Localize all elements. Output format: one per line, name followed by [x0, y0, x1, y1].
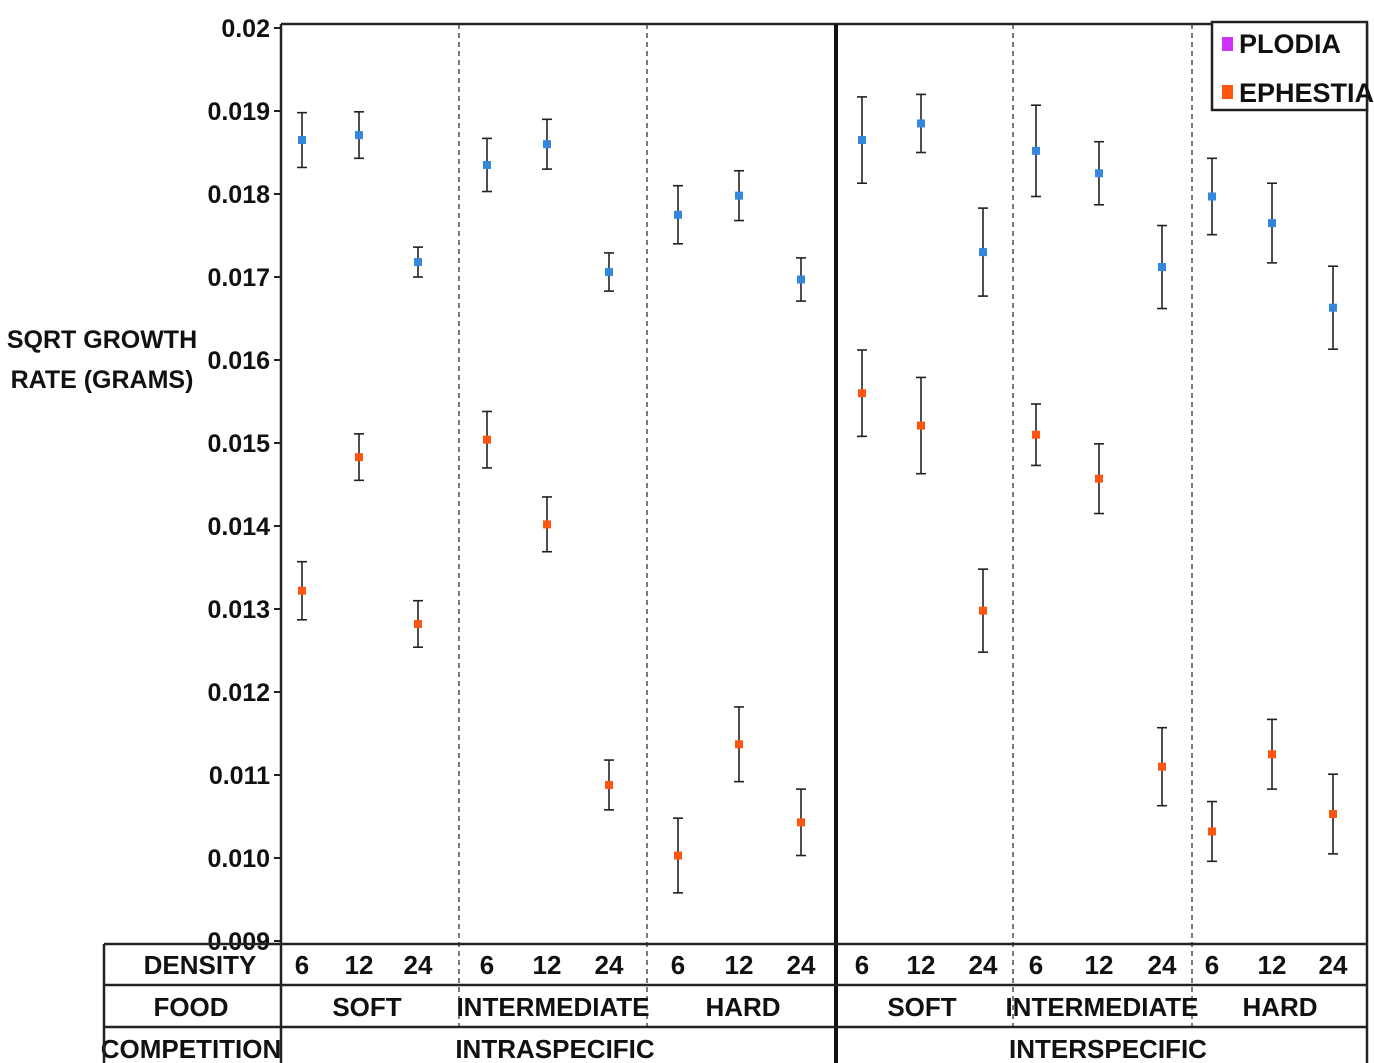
data-point: [543, 520, 551, 529]
density-label: 24: [404, 950, 433, 980]
density-label: 12: [345, 950, 374, 980]
data-point: [674, 210, 682, 219]
row-label-competition: COMPETITION: [101, 1034, 282, 1063]
data-point: [298, 136, 306, 145]
food-label: SOFT: [887, 992, 956, 1022]
data-point: [1329, 303, 1337, 312]
legend-swatch-ephestia: [1222, 85, 1233, 99]
density-label: 24: [1319, 950, 1348, 980]
legend-label-plodia: PLODIA: [1239, 29, 1341, 59]
y-axis-label: SQRT GROWTH RATE (GRAMS): [7, 326, 197, 394]
y-axis-label-line-1: SQRT GROWTH: [7, 326, 197, 354]
density-label: 6: [671, 950, 685, 980]
series-layer: [297, 93, 1338, 894]
data-point: [674, 851, 682, 860]
density-label: 6: [1029, 950, 1043, 980]
data-point: [1158, 762, 1166, 771]
data-point: [1158, 263, 1166, 272]
row-label-density: DENSITY: [144, 950, 257, 980]
data-point: [1095, 474, 1103, 483]
data-point: [979, 248, 987, 257]
food-label: HARD: [1242, 992, 1317, 1022]
data-point: [1032, 146, 1040, 155]
data-point: [414, 258, 422, 267]
density-label: 6: [295, 950, 309, 980]
panel-lines: [281, 22, 1369, 1063]
data-point: [605, 780, 613, 789]
data-point: [797, 275, 805, 284]
density-label: 12: [1085, 950, 1114, 980]
data-point: [543, 140, 551, 149]
data-point: [483, 160, 491, 169]
density-label: 6: [855, 950, 869, 980]
density-label: 24: [1148, 950, 1177, 980]
series-plodia: [297, 93, 1338, 351]
data-point: [605, 268, 613, 277]
y-tick-label: 0.011: [209, 762, 270, 790]
y-tick-label: 0.010: [207, 845, 270, 873]
row-label-food: FOOD: [153, 992, 228, 1022]
competition-label: INTERSPECIFIC: [1009, 1034, 1207, 1063]
density-label: 12: [1258, 950, 1287, 980]
data-point: [858, 389, 866, 398]
density-label: 24: [595, 950, 624, 980]
density-label: 6: [480, 950, 494, 980]
data-point: [979, 606, 987, 615]
legend-label-ephestia: EPHESTIA: [1239, 78, 1374, 108]
y-tick-label: 0.016: [207, 347, 270, 375]
data-point: [355, 453, 363, 462]
data-point: [1095, 169, 1103, 178]
y-tick-label: 0.012: [207, 679, 270, 707]
legend: PLODIA EPHESTIA: [1210, 20, 1374, 112]
food-label: INTERMEDIATE: [1005, 992, 1198, 1022]
y-tick-label: 0.013: [207, 596, 270, 624]
category-table: DENSITY FOOD COMPETITION 6 12 24 6 12 24 6 12 24…: [101, 942, 1369, 1063]
data-point: [917, 119, 925, 128]
y-axis: 0.02 0.019 0.018 0.017 0.016 0.015 0.014 0.013 0…: [207, 15, 283, 956]
data-point: [917, 421, 925, 430]
data-point: [1329, 810, 1337, 819]
data-point: [298, 586, 306, 595]
y-tick-label: 0.009: [207, 928, 270, 956]
data-point: [1208, 192, 1216, 201]
data-point: [1208, 827, 1216, 836]
data-point: [483, 435, 491, 444]
data-point: [355, 131, 363, 140]
data-point: [797, 818, 805, 827]
food-label: HARD: [705, 992, 780, 1022]
food-label: INTERMEDIATE: [456, 992, 649, 1022]
y-axis-label-line-2: RATE (GRAMS): [11, 366, 194, 394]
data-point: [1268, 750, 1276, 759]
y-tick-label: 0.019: [207, 98, 270, 126]
density-label: 24: [787, 950, 816, 980]
density-label: 12: [907, 950, 936, 980]
data-point: [735, 740, 743, 749]
series-ephestia: [297, 349, 1338, 894]
food-label: SOFT: [332, 992, 401, 1022]
data-point: [735, 191, 743, 200]
y-tick-label: 0.02: [221, 15, 270, 43]
legend-box: [1210, 20, 1369, 112]
y-tick-label: 0.014: [207, 513, 270, 541]
y-tick-label: 0.017: [207, 264, 270, 292]
density-label: 6: [1205, 950, 1219, 980]
data-point: [1268, 219, 1276, 228]
density-label: 12: [725, 950, 754, 980]
y-tick-label: 0.018: [207, 181, 270, 209]
y-tick-label: 0.015: [207, 430, 270, 458]
density-label: 24: [969, 950, 998, 980]
data-point: [414, 619, 422, 628]
competition-label: INTRASPECIFIC: [455, 1034, 655, 1063]
density-label: 12: [533, 950, 562, 980]
data-point: [1032, 430, 1040, 439]
data-point: [858, 136, 866, 145]
legend-swatch-plodia: [1222, 37, 1233, 51]
